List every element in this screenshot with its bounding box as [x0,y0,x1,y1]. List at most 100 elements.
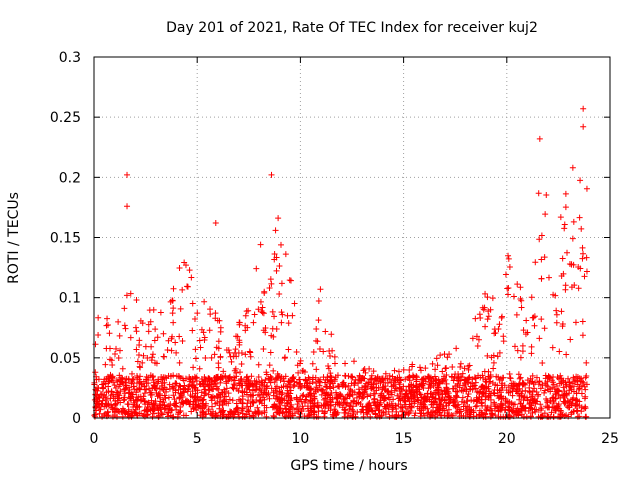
y-tick-label: 0.3 [59,50,81,66]
data-point [315,298,322,305]
data-point [514,347,521,354]
data-point [275,215,282,222]
plot-frame [93,56,611,419]
data-point [163,375,170,382]
data-point [264,382,271,389]
data-point [434,362,441,369]
data-point [150,381,157,388]
data-point [173,373,180,380]
data-point [95,314,102,321]
data-point [413,374,420,381]
data-point [172,339,179,346]
data-point [365,379,372,386]
data-point [579,318,586,325]
data-point [484,294,491,301]
data-point [148,343,155,350]
data-point [276,388,283,395]
data-point [493,373,500,380]
data-point [433,387,440,394]
data-point [523,317,530,324]
data-point [91,413,98,420]
data-point [251,311,258,318]
data-point [575,386,582,393]
data-point [580,123,587,130]
data-point [514,281,521,288]
data-point [165,409,172,416]
data-point [566,387,573,394]
data-point [502,271,509,278]
data-point [436,402,443,409]
data-point [571,408,578,415]
data-point [581,383,588,390]
data-point [456,384,463,391]
data-point [116,347,123,354]
data-point [532,259,539,266]
data-point [124,401,131,408]
data-point [347,412,354,419]
data-point [200,401,207,408]
data-point [295,405,302,412]
data-point [276,398,283,405]
data-point [115,355,122,362]
data-point [563,381,570,388]
data-point [359,374,366,381]
data-point [344,391,351,398]
data-point [559,391,566,398]
data-point [368,385,375,392]
data-point [288,401,295,408]
data-point [345,382,352,389]
data-point [382,383,389,390]
data-point [327,401,334,408]
data-point [206,327,213,334]
data-point [265,390,272,397]
data-point [242,312,249,319]
data-point [310,408,317,415]
data-point [449,374,456,381]
data-point [506,407,513,414]
data-point [364,411,371,418]
data-point [253,410,260,417]
data-point [389,373,396,380]
data-point [406,409,413,416]
data-point [509,385,516,392]
data-point [258,410,265,417]
data-point [139,320,146,327]
data-point [332,374,339,381]
data-point [577,265,584,272]
data-point [455,370,462,377]
data-point [166,406,173,413]
y-tick-label: 0.15 [50,231,81,247]
data-point [359,392,366,399]
data-point [439,368,446,375]
data-point [566,402,573,409]
data-point [231,349,238,356]
data-point [141,383,148,390]
data-point [120,397,127,404]
data-point [484,352,491,359]
data-point [330,384,337,391]
data-point [306,412,313,419]
data-point [401,401,408,408]
data-point [316,345,323,352]
x-axis-label: GPS time / hours [290,458,407,474]
data-point [553,311,560,318]
data-point [295,408,302,415]
data-point [583,359,590,366]
data-point [202,390,209,397]
data-point [177,383,184,390]
data-point [259,394,266,401]
data-point [386,372,393,379]
data-point [170,392,177,399]
data-point [419,401,426,408]
data-point [406,373,413,380]
data-point [538,316,545,323]
data-point [222,388,229,395]
data-point [215,338,222,345]
data-point [550,399,557,406]
x-tick-label: 25 [601,431,619,447]
data-point [277,241,284,248]
data-point [562,204,569,211]
data-point [152,326,159,333]
data-point [191,384,198,391]
data-point [278,309,285,316]
